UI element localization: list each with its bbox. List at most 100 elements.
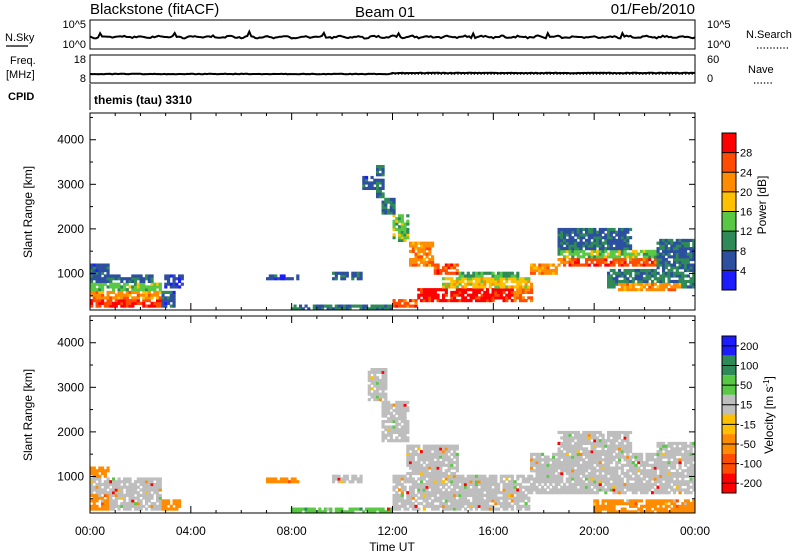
echo-cell <box>373 186 377 191</box>
echo-cell <box>450 502 454 506</box>
echo-cell <box>557 482 561 487</box>
echo-cell <box>95 499 99 503</box>
echo-cell <box>681 258 685 262</box>
echo-cell <box>381 373 385 377</box>
echo-cell <box>400 491 404 495</box>
echo-cell <box>158 477 162 481</box>
echo-cell <box>477 279 481 284</box>
echo-cell <box>609 466 613 470</box>
echo-cell <box>367 392 371 396</box>
echo-cell <box>455 499 459 503</box>
echo-cell <box>384 373 388 377</box>
echo-cell <box>576 249 580 253</box>
echo-cell <box>450 466 454 470</box>
echo-cell <box>356 271 360 275</box>
echo-cell <box>637 488 641 492</box>
echo-cell <box>425 452 429 456</box>
echo-cell <box>585 260 589 264</box>
echo-cell <box>112 499 116 503</box>
echo-cell <box>323 304 327 308</box>
echo-cell <box>433 480 437 484</box>
echo-cell <box>667 249 671 253</box>
echo-cell <box>145 288 149 292</box>
echo-cell <box>436 271 440 275</box>
echo-cell <box>576 433 580 437</box>
echo-cell <box>670 266 674 270</box>
echo-cell <box>395 425 399 429</box>
echo-cell <box>549 458 553 462</box>
echo-cell <box>524 288 528 292</box>
echo-cell <box>101 296 105 300</box>
echo-cell <box>466 482 470 487</box>
echo-cell <box>469 277 473 281</box>
echo-cell <box>450 499 454 503</box>
echo-cell <box>615 271 619 275</box>
echo-cell <box>136 301 140 305</box>
echo-cell <box>510 499 514 503</box>
echo-cell <box>530 271 534 275</box>
echo-cell <box>510 488 514 492</box>
echo-cell <box>411 488 415 492</box>
echo-cell <box>389 411 393 415</box>
echo-cell <box>620 274 624 278</box>
echo-cell <box>626 447 630 451</box>
echo-cell <box>648 458 652 462</box>
echo-cell <box>604 488 608 492</box>
echo-cell <box>524 488 528 492</box>
echo-cell <box>604 249 608 253</box>
echo-cell <box>568 241 572 245</box>
echo-cell <box>494 507 498 511</box>
echo-cell <box>447 496 451 500</box>
echo-cell <box>497 488 501 492</box>
echo-cell <box>497 507 501 511</box>
echo-cell <box>686 285 690 289</box>
echo-cell <box>656 255 660 259</box>
echo-cell <box>458 496 462 500</box>
echo-cell <box>543 266 547 270</box>
echo-cell <box>568 244 572 248</box>
echo-cell <box>469 507 473 511</box>
echo-cell <box>563 461 567 465</box>
echo-cell <box>505 488 509 492</box>
echo-cell <box>505 491 509 495</box>
echo-cell <box>447 499 451 503</box>
echo-cell <box>626 502 630 506</box>
echo-cell <box>563 263 567 267</box>
echo-cell <box>684 279 688 284</box>
echo-cell <box>373 381 377 385</box>
echo-cell <box>453 474 457 478</box>
y-tick-label: 1000 <box>57 469 84 483</box>
echo-cell <box>582 233 586 237</box>
echo-cell <box>156 301 160 305</box>
echo-cell <box>659 244 663 248</box>
echo-cell <box>689 450 693 454</box>
echo-cell <box>667 455 671 459</box>
echo-cell <box>549 268 553 273</box>
echo-cell <box>689 458 693 462</box>
echo-cell <box>689 238 693 242</box>
echo-cell <box>557 450 561 454</box>
echo-cell <box>483 293 487 297</box>
time-tick-label: 00:00 <box>75 524 105 538</box>
echo-cell <box>615 279 619 284</box>
echo-cell <box>626 488 630 492</box>
echo-cell <box>120 304 124 308</box>
colorbar-tick-label: -50 <box>740 439 756 451</box>
echo-cell <box>653 488 657 492</box>
echo-cell <box>678 258 682 262</box>
echo-cell <box>348 507 352 511</box>
echo-cell <box>590 488 594 492</box>
echo-cell <box>120 285 124 289</box>
echo-cell <box>519 279 523 284</box>
echo-cell <box>516 279 520 284</box>
echo-cell <box>145 491 149 495</box>
echo-cell <box>505 507 509 511</box>
echo-cell <box>612 258 616 262</box>
echo-cell <box>497 502 501 506</box>
echo-cell <box>593 452 597 456</box>
echo-cell <box>442 507 446 511</box>
echo-cell <box>175 285 179 289</box>
echo-cell <box>667 288 671 292</box>
echo-cell <box>469 279 473 284</box>
echo-cell <box>686 458 690 462</box>
